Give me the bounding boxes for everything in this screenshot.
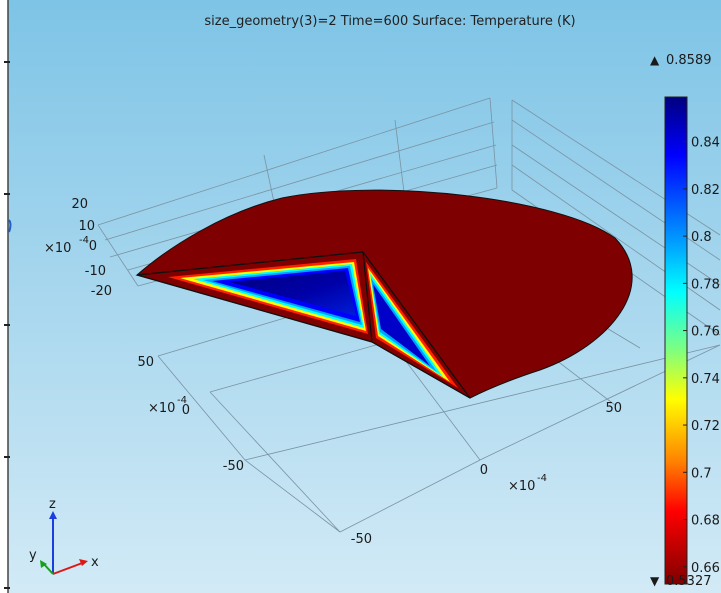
z-axis-multiplier: ×10 <box>44 241 71 256</box>
triad-y-label: y <box>29 548 37 563</box>
z-tick-label: -10 <box>85 264 106 279</box>
colorbar-min-marker: ▼ <box>650 574 660 588</box>
window-left-border <box>0 0 8 593</box>
y-tick-label: 0 <box>182 403 190 418</box>
axis-triad: z y x <box>29 497 99 575</box>
colorbar-min-label: 0.5327 <box>666 574 712 589</box>
y-axis-ticks: 50 0 -50 ×10 -4 <box>137 355 244 474</box>
z-axis-ticks: 20 10 0 -10 -20 ×10 -4 <box>44 197 112 299</box>
pocket-ring-yellow-right <box>368 268 450 382</box>
x-axis-multiplier: ×10 <box>508 479 535 494</box>
colorbar-tick-label: 0.76 <box>691 325 720 340</box>
pocket-core-left <box>230 271 356 316</box>
triad-y-arrowhead <box>40 560 47 568</box>
colorbar-tick-label: 0.84 <box>691 136 720 151</box>
y-tick-label: -50 <box>223 459 244 474</box>
pocket-ring-cyan-right <box>370 273 443 377</box>
triad-x-arrowhead <box>79 559 88 566</box>
colorbar-tick-label: 0.68 <box>691 514 720 529</box>
colorbar-max-label: 0.8589 <box>666 53 712 68</box>
pocket-ring-red-right <box>366 262 458 388</box>
x-axis-ticks: 50 0 -50 ×10 -4 <box>351 401 622 547</box>
colorbar-max-marker: ▲ <box>650 53 660 67</box>
z-axis-exponent: -4 <box>79 235 89 246</box>
pocket-ring-lightblue-right <box>371 278 437 372</box>
colorbar-tick-label: 0.74 <box>691 372 720 387</box>
y-axis-exponent: -4 <box>177 395 187 406</box>
colorbar-tick-label: 0.82 <box>691 183 720 198</box>
colorbar-tick-label: 0.72 <box>691 419 720 434</box>
z-tick-label: -20 <box>91 284 112 299</box>
colorbar-tick-group: 0.84 0.82 0.8 0.78 0.76 0.74 0.72 0.7 0.68 0.66 <box>683 136 720 576</box>
x-tick-label: 0 <box>480 463 488 478</box>
colorbar: ▲ 0.8589 0.840.820.80.780.760.740.720.70… <box>650 53 720 589</box>
x-tick-label: -50 <box>351 532 372 547</box>
plot-title: size_geometry(3)=2 Time=600 Surface: Tem… <box>204 14 575 29</box>
pocket-core-right <box>373 284 430 366</box>
window-edge-ticks <box>4 61 10 589</box>
triad-x-arrow <box>52 561 86 575</box>
y-axis-multiplier: ×10 <box>148 401 175 416</box>
triad-z-arrowhead <box>49 511 57 519</box>
y-tick-label: 50 <box>137 355 154 370</box>
colorbar-tick-label: 0.8 <box>691 230 712 245</box>
x-axis-exponent: -4 <box>537 473 547 484</box>
colorbar-tick-label: 0.66 <box>691 561 720 576</box>
colorbar-tick-label: 0.78 <box>691 277 720 292</box>
colorbar-tick-label: 0.7 <box>691 466 712 481</box>
z-tick-label: 20 <box>71 197 88 212</box>
z-tick-label: 0 <box>89 239 97 254</box>
x-tick-label: 50 <box>605 401 622 416</box>
geometry-surface <box>135 189 633 399</box>
triad-x-label: x <box>91 555 99 570</box>
wedge-outline <box>136 251 471 399</box>
window-edge-marker <box>8 219 12 233</box>
z-tick-label: 10 <box>78 219 95 234</box>
triad-z-label: z <box>49 497 56 512</box>
colorbar-gradient <box>664 96 688 585</box>
